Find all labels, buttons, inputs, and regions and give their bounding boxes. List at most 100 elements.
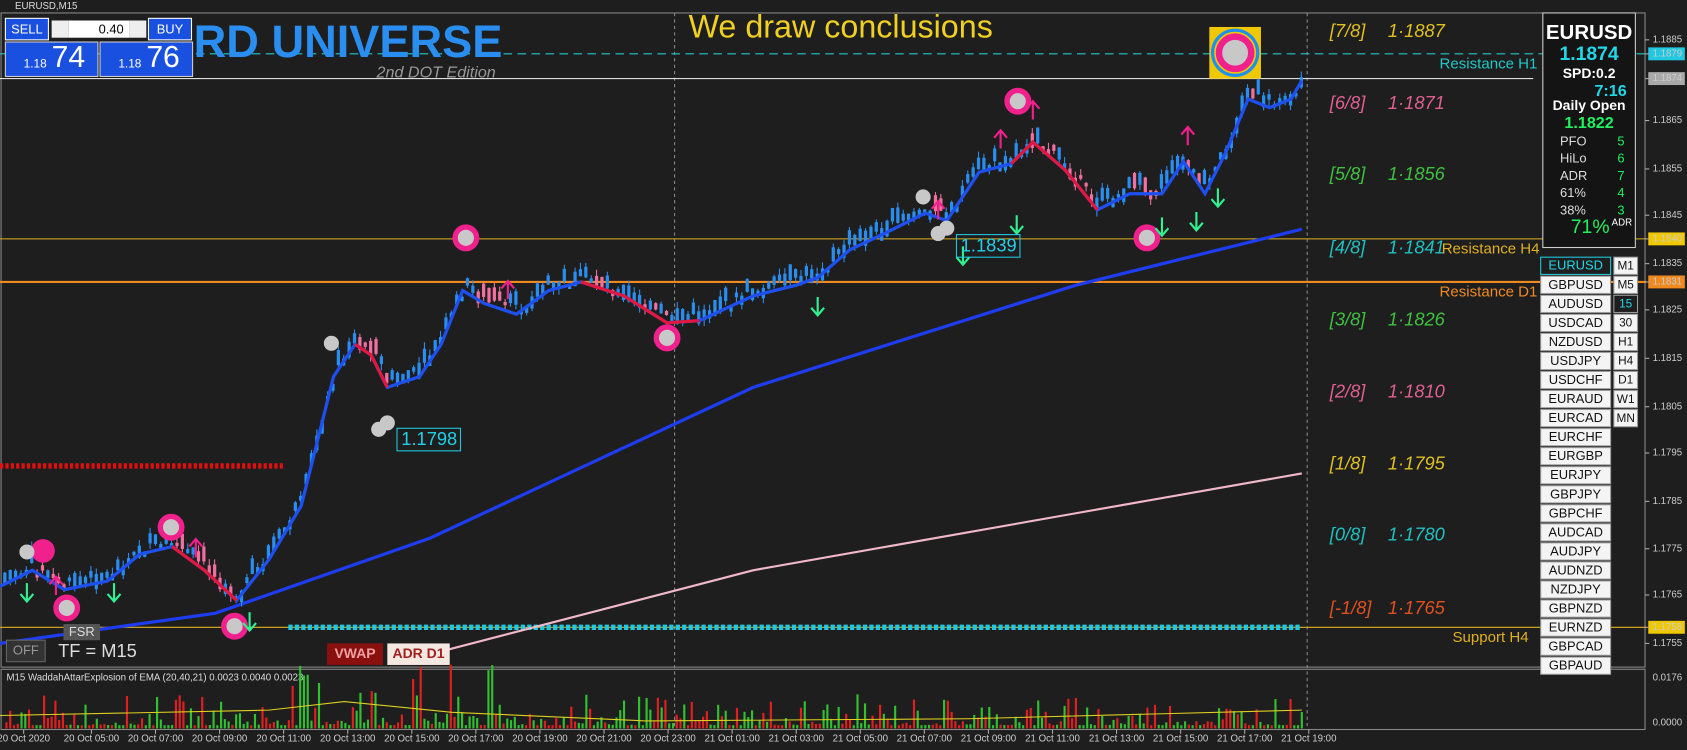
dot — [19, 544, 35, 560]
buy-label[interactable]: BUY — [157, 22, 184, 37]
symbol-label[interactable]: EURUSD — [1548, 258, 1603, 273]
buy-button[interactable] — [147, 17, 193, 41]
candle — [1165, 170, 1169, 184]
symbol-label[interactable]: EURAUD — [1548, 391, 1603, 406]
symbol-label[interactable]: GBPUSD — [1548, 277, 1603, 292]
sell-price-small[interactable]: 74 — [52, 41, 86, 74]
sell-price-box[interactable] — [4, 41, 99, 77]
symbol-button[interactable] — [1540, 351, 1612, 371]
symbol-label[interactable]: AUDCAD — [1548, 524, 1603, 539]
symbol-button[interactable] — [1540, 599, 1612, 618]
symbol-button[interactable] — [1540, 447, 1612, 466]
indicator-bar — [284, 725, 287, 729]
timeframe-button[interactable] — [1613, 332, 1639, 352]
timeframe-button[interactable] — [1613, 370, 1639, 390]
symbol-label[interactable]: GBPCHF — [1549, 505, 1603, 520]
timeframe-label[interactable]: MN — [1616, 411, 1634, 425]
lots-value[interactable]: 0.40 — [99, 22, 124, 37]
indicator-bar — [679, 718, 682, 729]
off-label[interactable]: OFF — [13, 642, 39, 657]
candle — [987, 165, 991, 171]
candle — [686, 314, 690, 321]
symbol-label[interactable]: USDJPY — [1550, 353, 1601, 368]
symbol-button[interactable] — [1540, 256, 1612, 275]
lots-input[interactable] — [68, 20, 130, 38]
symbol-label[interactable]: NZDJPY — [1551, 581, 1602, 596]
timeframe-label[interactable]: D1 — [1618, 373, 1633, 387]
sell-label[interactable]: SELL — [11, 22, 43, 37]
symbol-button[interactable] — [1540, 275, 1612, 294]
symbol-button[interactable] — [1540, 523, 1612, 542]
symbol-button[interactable] — [1540, 504, 1612, 523]
symbol-label[interactable]: EURGBP — [1548, 448, 1603, 463]
symbol-label[interactable]: AUDJPY — [1550, 543, 1601, 558]
symbol-label[interactable]: AUDUSD — [1548, 296, 1603, 311]
indicator-bar — [1214, 725, 1217, 729]
timeframe-label[interactable]: H1 — [1618, 335, 1633, 349]
sell-price-big[interactable]: 1.18 — [24, 57, 47, 71]
symbol-label[interactable]: EURNZD — [1549, 620, 1603, 635]
timeframe-button[interactable] — [1613, 389, 1639, 409]
symbol-label[interactable]: GBPAUD — [1549, 658, 1603, 673]
symbol-button[interactable] — [1540, 408, 1612, 428]
symbol-button[interactable] — [1540, 370, 1612, 390]
timeframe-label[interactable]: M5 — [1617, 278, 1634, 292]
symbol-button[interactable] — [1540, 561, 1612, 580]
timeframe-label[interactable]: H4 — [1618, 354, 1634, 368]
symbol-label[interactable]: USDCHF — [1549, 372, 1603, 387]
adr-label[interactable]: ADR D1 — [393, 645, 445, 661]
timeframe-button[interactable] — [1613, 313, 1639, 333]
symbol-label[interactable]: EURCAD — [1548, 410, 1603, 425]
indicator-bar — [991, 725, 995, 729]
signal-circles — [53, 87, 1161, 640]
candle — [352, 333, 357, 344]
indicator-bar — [596, 721, 599, 729]
vwap-button[interactable] — [327, 643, 384, 665]
timeframe-button[interactable] — [1613, 275, 1639, 294]
symbol-label[interactable]: GBPCAD — [1548, 639, 1603, 654]
symbol-button[interactable] — [1540, 656, 1612, 675]
sell-button[interactable] — [4, 17, 49, 41]
symbol-button[interactable] — [1540, 389, 1612, 409]
timeframe-button[interactable] — [1613, 351, 1639, 371]
timeframe-button[interactable] — [1613, 294, 1639, 314]
symbol-label[interactable]: USDCAD — [1548, 315, 1603, 330]
symbol-button[interactable] — [1540, 637, 1612, 656]
timeframe-label[interactable]: 30 — [1619, 316, 1633, 330]
timeframe-button[interactable] — [1613, 408, 1639, 428]
symbol-label[interactable]: EURJPY — [1550, 467, 1601, 482]
symbol-button[interactable] — [1540, 618, 1612, 637]
timeframe-label[interactable]: M1 — [1617, 258, 1633, 272]
symbol-label[interactable]: EURCHF — [1549, 429, 1603, 444]
lots-down[interactable] — [51, 20, 69, 38]
symbol-button[interactable] — [1540, 332, 1612, 352]
off-button[interactable] — [5, 639, 46, 663]
symbol-label[interactable]: GBPNZD — [1549, 601, 1603, 616]
symbol-button[interactable] — [1540, 466, 1612, 485]
buy-price-big[interactable]: 1.18 — [118, 57, 141, 71]
symbol-button[interactable] — [1540, 428, 1612, 447]
price-tick-label: 1.1845 — [1653, 210, 1683, 221]
timeframe-button[interactable] — [1613, 256, 1639, 275]
buy-price-box[interactable] — [99, 41, 194, 77]
symbol-label[interactable]: AUDNZD — [1549, 562, 1603, 577]
timeframe-label[interactable]: 15 — [1619, 297, 1633, 311]
indicator-bar — [268, 723, 272, 729]
symbol-button[interactable] — [1540, 294, 1612, 314]
indicator-bar — [404, 725, 407, 729]
symbol-button[interactable] — [1540, 580, 1612, 599]
candle — [573, 271, 577, 287]
symbol-label[interactable]: NZDUSD — [1549, 334, 1603, 349]
adr-button[interactable] — [387, 643, 450, 665]
vwap-label[interactable]: VWAP — [334, 645, 375, 661]
buy-price-small[interactable]: 76 — [146, 41, 180, 74]
symbol-label[interactable]: GBPJPY — [1550, 486, 1601, 501]
symbol-button[interactable] — [1540, 313, 1612, 333]
indicator-bar — [709, 724, 712, 729]
timeframe-label[interactable]: W1 — [1617, 392, 1635, 406]
symbol-button[interactable] — [1540, 485, 1612, 504]
lots-up[interactable] — [129, 20, 147, 38]
candle — [374, 339, 378, 354]
indicator-bar — [969, 724, 972, 729]
symbol-button[interactable] — [1540, 542, 1612, 561]
